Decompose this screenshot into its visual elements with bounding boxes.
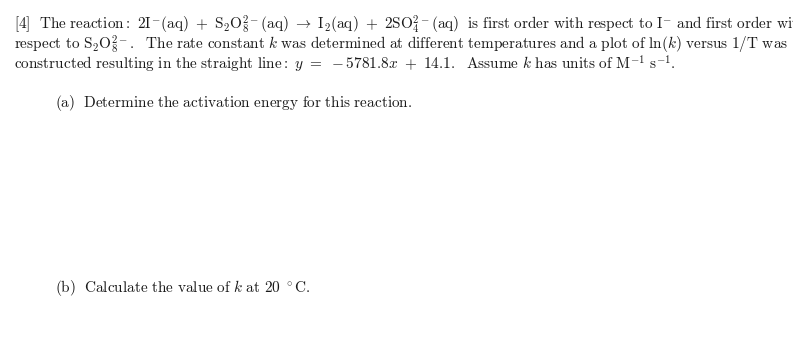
Text: $\mathrm{[4]\ \ The\ reaction:\ 2I^{-}(aq)\ +\ S_2O_8^{2-}(aq)\ \rightarrow\ I_2: $\mathrm{[4]\ \ The\ reaction:\ 2I^{-}(a…: [14, 14, 793, 36]
Text: $\mathrm{constructed\ resulting\ in\ the\ straight\ line:\ }y\mathrm{\ =\ -5781.: $\mathrm{constructed\ resulting\ in\ the…: [14, 54, 676, 75]
Text: $\mathrm{respect\ to\ S_2O_8^{2-}.\ \ The\ rate\ constant\ }k\mathrm{\ was\ dete: $\mathrm{respect\ to\ S_2O_8^{2-}.\ \ Th…: [14, 34, 788, 56]
Text: $\mathrm{(a)\ \ Determine\ the\ activation\ energy\ for\ this\ reaction.}$: $\mathrm{(a)\ \ Determine\ the\ activati…: [55, 93, 412, 113]
Text: $\mathrm{(b)\ \ Calculate\ the\ value\ of\ }k\mathrm{\ at\ 20\ ^\circ C.}$: $\mathrm{(b)\ \ Calculate\ the\ value\ o…: [55, 278, 311, 298]
